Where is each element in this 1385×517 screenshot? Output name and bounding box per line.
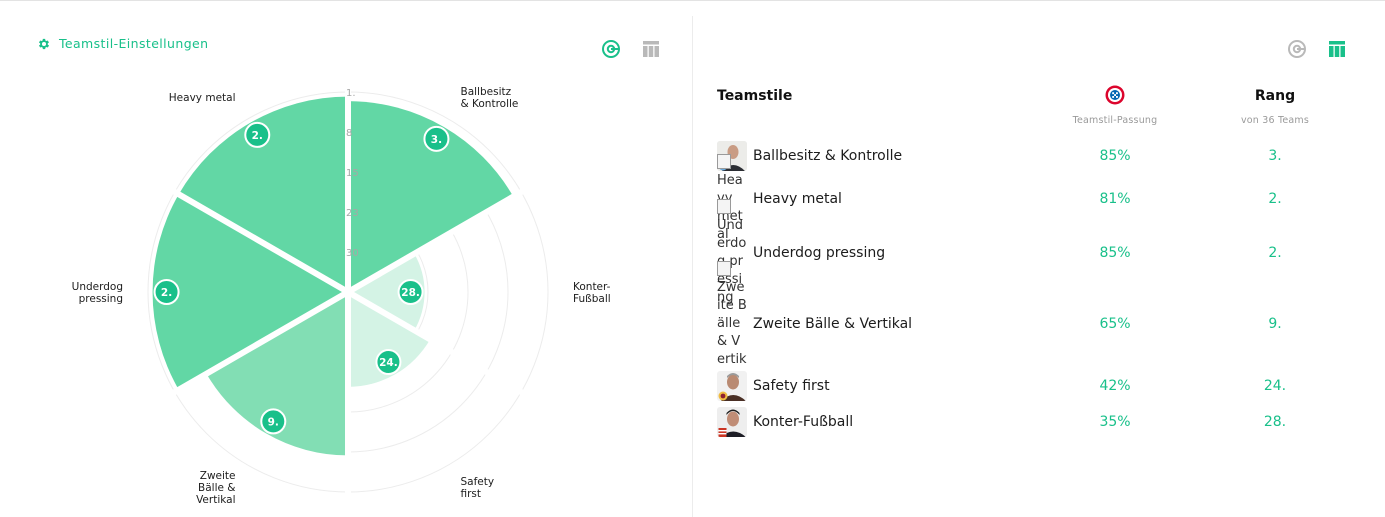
teamstil-rank-value: 3. (1268, 148, 1282, 164)
teamstil-rank-value: 2. (1268, 191, 1282, 207)
radar-chart-icon (1288, 40, 1306, 58)
rank-badge-label: 28. (401, 287, 420, 299)
category-label: Konter-Fußball (573, 281, 611, 305)
teamstil-name: Safety first (753, 378, 830, 394)
radar-segment (152, 194, 348, 390)
rank-badge (260, 408, 287, 435)
panel-divider (692, 16, 693, 517)
radar-view-button[interactable] (601, 39, 621, 59)
teamstil-rank-value: 24. (1263, 378, 1287, 394)
teamstil-fit-value: 85% (1099, 148, 1131, 164)
radar-segment (178, 96, 348, 292)
table-view-button[interactable] (641, 39, 661, 59)
teamstil-fit-value: 35% (1099, 414, 1131, 430)
teamstil-rank-value: 28. (1263, 414, 1287, 430)
broken-avatar-image: Zweite Bälle & Vertikal (717, 261, 747, 387)
teamstil-settings-button[interactable]: Teamstil-Einstellungen (37, 36, 208, 51)
radar-chart-icon (602, 40, 620, 58)
table-icon (643, 41, 659, 57)
teamstil-name: Ballbesitz & Kontrolle (753, 148, 903, 164)
top-border (0, 0, 1385, 1)
fit-column-subheader: Teamstil-Passung (1072, 115, 1158, 126)
rank-badge-label: 3. (431, 134, 442, 146)
rank-badge-label: 2. (161, 287, 172, 299)
table-icon (1329, 41, 1345, 57)
table-view-button-right[interactable] (1327, 39, 1347, 59)
segment-separator (169, 187, 350, 295)
category-label: Heavy metal (169, 92, 236, 104)
table-title: Teamstile (717, 88, 793, 104)
broken-image-icon (717, 261, 731, 276)
rank-badge-label: 24. (379, 357, 398, 369)
table-header: Teamstile Teamstil-Passung Rang von 36 T… (717, 80, 1357, 140)
rank-column-header: Rang (1254, 88, 1296, 104)
table-row[interactable]: Ballbesitz & Kontrolle 85% 3. (717, 140, 1357, 172)
teamstil-radar-chart: 1. 8 15 23 30 3. 28. 24. 9. 2. 2. Ballbesitz & Kontr… (0, 70, 692, 517)
scale-tick-label: 1. (346, 88, 356, 99)
radar-segment (348, 101, 514, 292)
broken-image-icon (717, 199, 731, 214)
scale-tick-label: 8 (346, 128, 352, 139)
teamstil-name: Zweite Bälle & Vertikal (753, 316, 913, 332)
teamstil-rank-value: 2. (1268, 245, 1282, 261)
table-row[interactable]: Zweite Bälle & Vertikal Zweite Bälle & V… (717, 261, 1357, 385)
category-label: Underdog pressing (72, 281, 123, 305)
coach-avatar (717, 407, 747, 437)
segment-separator (346, 187, 527, 295)
radar-chart-svg: 1. 8 15 23 30 3. 28. 24. 9. 2. 2. Ballbesitz & Kontr… (72, 86, 611, 506)
settings-label: Teamstil-Einstellungen (59, 36, 209, 51)
rank-badge (397, 279, 424, 305)
scale-tick-label: 23 (346, 208, 359, 219)
rank-badge (153, 279, 180, 305)
teamstil-name: Underdog pressing (753, 245, 886, 261)
segment-separator (346, 289, 527, 397)
teamstil-name: Heavy metal (753, 191, 842, 207)
radar-segment (206, 292, 348, 456)
scale-tick-label: 15 (346, 168, 359, 179)
rank-badge (375, 349, 402, 376)
club-crest-icon (1105, 85, 1125, 105)
broken-avatar-image: Underdog pressing (717, 199, 747, 307)
table-row[interactable]: Underdog pressing Underdog pressing 85% … (717, 199, 1357, 305)
coach-avatar (717, 371, 747, 401)
radar-segment (348, 292, 431, 387)
teamstil-fit-value: 85% (1099, 245, 1131, 261)
gear-icon (38, 38, 50, 49)
teamstil-fit-value: 42% (1099, 378, 1131, 394)
radar-view-button-right[interactable] (1287, 39, 1307, 59)
scale-tick-label: 30 (346, 248, 359, 259)
teamstil-name: Konter-Fußball (753, 414, 854, 430)
teamstil-fit-value: 81% (1099, 191, 1131, 207)
rank-badge (244, 121, 271, 148)
teamstil-fit-value: 65% (1099, 316, 1131, 332)
rank-badge (423, 125, 450, 152)
segment-separator (169, 289, 350, 397)
teamstil-table: Teamstile Teamstil-Passung Rang von 36 T… (717, 80, 1357, 440)
rank-column-subheader: von 36 Teams (1240, 115, 1310, 126)
broken-image-icon (717, 154, 731, 169)
radar-segment (348, 253, 425, 331)
category-label: Zweite Bälle & Vertikal (196, 470, 235, 506)
category-label: Ballbesitz & Kontrolle (461, 86, 519, 110)
category-label: Safety first (461, 476, 495, 500)
table-row[interactable]: Safety first 42% 24. (717, 368, 1357, 404)
table-row[interactable]: Heavy metal Heavy metal 81% 2. (717, 154, 1357, 242)
rank-badge-label: 9. (268, 416, 279, 428)
teamstil-rank-value: 9. (1268, 316, 1282, 332)
table-row[interactable]: Konter-Fußball 35% 28. (717, 404, 1357, 440)
rank-badge-label: 2. (252, 130, 263, 142)
